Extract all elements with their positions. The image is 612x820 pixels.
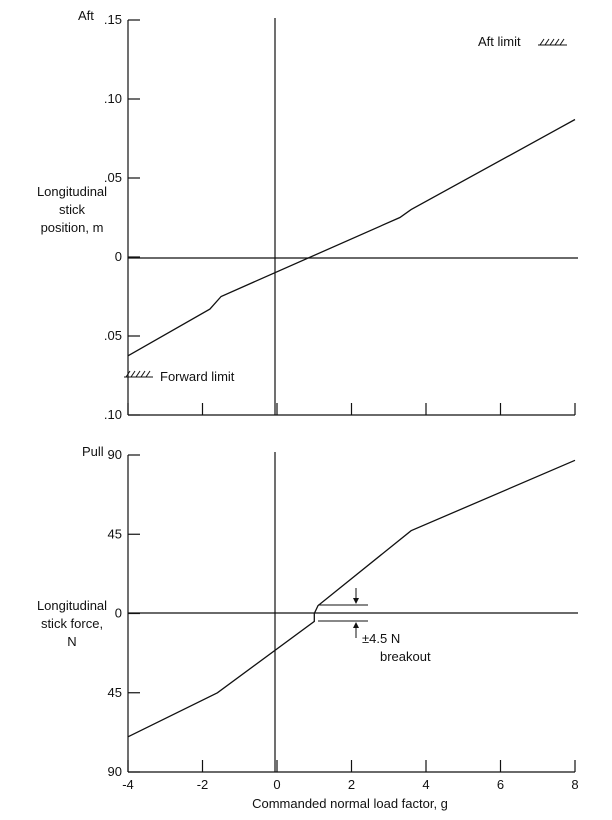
top-ylabel-line-2: stick [59, 202, 86, 217]
top-y-ticks: .15 .10 .05 0 .05 .10 [104, 12, 140, 422]
breakout-marker [318, 588, 368, 638]
bottom-ylabel-line-2: stick force, [41, 616, 103, 631]
top-y-tick-label: 0 [115, 249, 122, 264]
top-y-tick-label: .05 [104, 170, 122, 185]
aft-limit-label: Aft limit [478, 34, 521, 49]
bottom-x-tick-label: -2 [197, 777, 209, 792]
top-curve-group [127, 118, 576, 357]
top-y-tick-label: .10 [104, 91, 122, 106]
bottom-corner-label: Pull [82, 444, 104, 459]
bottom-y-tick-label: 0 [115, 606, 122, 621]
bottom-series-line [127, 459, 576, 738]
bottom-y-ticks: 90 45 0 45 90 [108, 447, 140, 779]
bottom-y-tick-label: 90 [108, 764, 122, 779]
bottom-x-tick-label: 8 [571, 777, 578, 792]
top-series-line [127, 118, 576, 357]
bottom-y-tick-label: 90 [108, 447, 122, 462]
top-y-tick-label: .05 [104, 328, 122, 343]
bottom-y-tick-label: 45 [108, 526, 122, 541]
top-ylabel-line-3: position, m [41, 220, 104, 235]
top-x-ticks [127, 403, 576, 415]
bottom-xlabel: Commanded normal load factor, g [252, 796, 448, 811]
top-panel: .15.10.050.05.10 Aft Longitudinal stick … [37, 8, 578, 422]
bottom-x-tick-label: 6 [497, 777, 504, 792]
bottom-curve-group [127, 459, 576, 738]
forward-limit-label: Forward limit [160, 369, 235, 384]
bottom-x-ticks: -4 -2 0 2 4 6 8 [122, 760, 579, 792]
bottom-x-tick-label: 2 [348, 777, 355, 792]
top-y-tick-label: .10 [104, 407, 122, 422]
forward-limit-hatch [124, 370, 153, 378]
top-ylabel-line-1: Longitudinal [37, 184, 107, 199]
bottom-x-tick-label: 4 [422, 777, 429, 792]
breakout-value-label: ±4.5 N [362, 631, 400, 646]
bottom-x-tick-label: 0 [273, 777, 280, 792]
bottom-ylabel-line-3: N [67, 634, 76, 649]
bottom-ylabel-line-1: Longitudinal [37, 598, 107, 613]
top-corner-label: Aft [78, 8, 94, 23]
breakout-word-label: breakout [380, 649, 431, 664]
bottom-y-tick-label: 45 [108, 685, 122, 700]
bottom-panel: 90 45 0 45 90 -4 -2 0 2 4 6 8 Pull Longitudinal st… [37, 444, 579, 811]
bottom-x-tick-label: -4 [122, 777, 134, 792]
top-y-tick-label: .15 [104, 12, 122, 27]
aft-limit-hatch [538, 38, 567, 46]
